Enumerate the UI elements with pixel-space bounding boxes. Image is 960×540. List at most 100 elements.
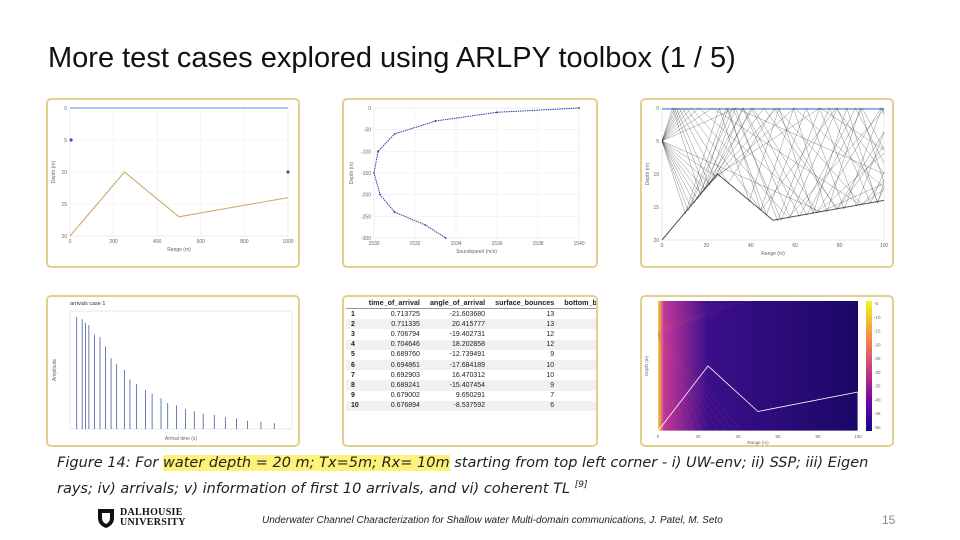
coherent-tl-plot-panel: -5 -10 -15 -20 -25 -30 -35 -40 -45 -50 0 20 40 60 80 10… bbox=[640, 295, 894, 447]
eigen-ray bbox=[661, 107, 885, 206]
y-tick-label: -200 bbox=[361, 193, 371, 199]
bottom-line bbox=[661, 173, 885, 241]
ssp-point bbox=[377, 150, 379, 153]
table-cell: 9 bbox=[559, 370, 596, 380]
tl-ray-streak bbox=[657, 333, 679, 432]
x-tick-label: 1532 bbox=[409, 241, 420, 247]
tl-ray-streak bbox=[657, 333, 687, 432]
table-cell: -21.603680 bbox=[449, 310, 486, 318]
tl-heatmap bbox=[658, 301, 858, 431]
table-header-cell: angle_of_arrival bbox=[424, 297, 491, 309]
table-cell: 12 bbox=[559, 319, 596, 330]
table-cell: 10 bbox=[559, 359, 596, 371]
colorbar-tick-label: -30 bbox=[874, 370, 881, 375]
caption-reference: [9] bbox=[574, 480, 588, 490]
x-tick-label: 0 bbox=[69, 239, 72, 245]
x-tick-label: 40 bbox=[748, 243, 754, 249]
colorbar-tick-label: -15 bbox=[874, 329, 881, 334]
eigen-ray bbox=[661, 140, 885, 212]
table-cell: 0.692903 bbox=[390, 371, 420, 379]
x-tick-label: 1534 bbox=[450, 241, 461, 247]
table-cell: 10 bbox=[490, 359, 560, 371]
slide-title: More test cases explored using ARLPY too… bbox=[48, 42, 736, 74]
ssp-point bbox=[444, 237, 447, 239]
tl-ray-streak bbox=[657, 333, 703, 432]
tl-ray-streak bbox=[657, 300, 699, 334]
colorbar-tick-label: -20 bbox=[874, 342, 881, 347]
x-axis-label: Range (m) bbox=[761, 251, 785, 257]
y-tick-label: 0 bbox=[64, 106, 67, 112]
caption-text-start: Figure 14: For bbox=[57, 455, 163, 471]
tl-ray-streak bbox=[657, 333, 743, 432]
table-cell: 0.711335 bbox=[363, 319, 425, 330]
tl-ray-streak bbox=[657, 300, 707, 334]
y-tick-label: -250 bbox=[361, 214, 371, 220]
data-point bbox=[286, 170, 290, 174]
table-row: 1 0.713725 -21.603680 13 13 bbox=[346, 309, 596, 320]
eigen-ray bbox=[661, 107, 885, 205]
table-cell: 5 bbox=[351, 351, 355, 359]
tl-ray-streak bbox=[657, 300, 723, 334]
x-tick-label: 80 bbox=[837, 243, 843, 249]
table-cell: 12 bbox=[559, 329, 596, 339]
colorbar-tick-label: -40 bbox=[874, 397, 881, 402]
table-cell: 2 bbox=[346, 319, 364, 330]
table-header-cell: time_of_arrival bbox=[363, 297, 425, 309]
footer-text: Underwater Channel Characterization for … bbox=[262, 515, 723, 526]
tl-ray-streak bbox=[657, 300, 691, 334]
table-cell: 9.650291 bbox=[455, 392, 486, 400]
ssp-point bbox=[434, 120, 437, 122]
colorbar-tick-label: -50 bbox=[874, 425, 881, 430]
table-cell: -12.739491 bbox=[449, 351, 486, 359]
eigen-ray bbox=[661, 107, 885, 213]
figure-caption: Figure 14: For water depth = 20 m; Tx=5m… bbox=[57, 452, 907, 500]
table-cell: 13 bbox=[559, 309, 596, 320]
caption-highlight: water depth = 20 m; Tx=5m; Rx= 10m bbox=[162, 455, 450, 471]
x-tick-label: 100 bbox=[854, 434, 862, 439]
x-tick-label: 800 bbox=[240, 239, 249, 245]
y-tick-label: 5 bbox=[64, 138, 67, 144]
eigen-ray bbox=[661, 107, 885, 221]
table-cell: 16.470312 bbox=[451, 371, 486, 379]
x-tick-label: 0 bbox=[661, 243, 664, 249]
table-row: 9 0.679002 9.650291 76 bbox=[346, 391, 596, 401]
series-line bbox=[69, 171, 289, 237]
x-tick-label: 200 bbox=[109, 239, 118, 245]
x-tick-label: 1530 bbox=[368, 241, 379, 247]
table-row: 100.676894-8.53759266 bbox=[346, 400, 596, 411]
table-cell: 9 bbox=[559, 380, 596, 391]
eigen-rays-plot-panel: 0 20 40 60 80 100 0 5 10 15 20 Range (m) Depth (m) bbox=[640, 98, 894, 268]
y-axis-label: Depth (m) bbox=[644, 356, 649, 377]
table-cell: 10 bbox=[346, 400, 364, 411]
arrivals-table-panel: time_of_arrival angle_of_arrival surface_b… bbox=[342, 295, 598, 447]
y-tick-label: 20 bbox=[61, 234, 67, 240]
table-cell: 8 bbox=[346, 380, 364, 391]
tl-ray-streak bbox=[657, 300, 715, 334]
x-tick-label: 20 bbox=[704, 243, 710, 249]
table-cell: 9 bbox=[490, 380, 560, 391]
table-cell: 0.689760 bbox=[390, 351, 420, 359]
eigen-ray bbox=[661, 107, 885, 215]
x-tick-label: 1536 bbox=[491, 241, 502, 247]
x-tick-label: 80 bbox=[815, 434, 821, 439]
table-cell: 11 bbox=[559, 339, 596, 350]
colorbar-tick-label: -45 bbox=[874, 411, 881, 416]
table-cell: 7 bbox=[550, 392, 555, 400]
y-tick-label: 0 bbox=[656, 106, 659, 112]
y-tick-label: 10 bbox=[61, 170, 67, 176]
y-tick-label: 10 bbox=[653, 172, 659, 178]
y-tick-label: -50 bbox=[364, 128, 371, 134]
table-cell: 0.713725 bbox=[390, 310, 420, 318]
table-row: 3 0.706794 -19.402731 12 12 bbox=[346, 329, 596, 339]
colorbar bbox=[866, 301, 872, 431]
tl-ray-streak bbox=[657, 300, 739, 334]
table-cell: 1 bbox=[351, 310, 355, 318]
y-tick-label: -300 bbox=[361, 236, 371, 242]
tl-ray-streak bbox=[657, 300, 683, 334]
uw-env-plot-panel: 0 200 400 600 800 1000 0 5 10 15 20 Range (m) Depth … bbox=[46, 98, 300, 268]
ssp-point bbox=[393, 211, 396, 213]
eigen-ray bbox=[661, 107, 885, 211]
ray-group bbox=[661, 107, 885, 222]
